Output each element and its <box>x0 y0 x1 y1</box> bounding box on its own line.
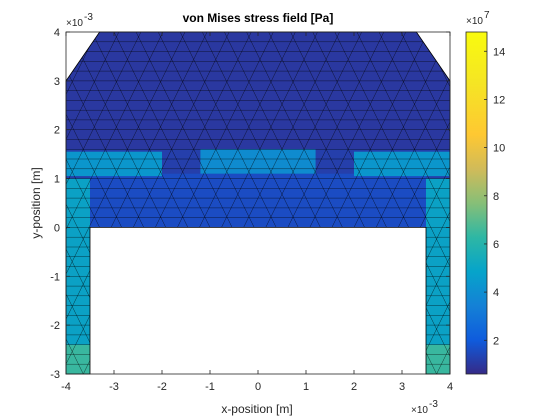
y-axis-scale-label: ×10 <box>66 18 83 29</box>
stress-region-right-shoulder-band <box>354 151 450 177</box>
stress-field <box>66 32 450 374</box>
x-tick-label: -1 <box>205 381 215 393</box>
y-axis-scale-exponent: -3 <box>84 12 93 23</box>
y-tick-label: 1 <box>54 174 60 186</box>
x-tick-label: -2 <box>157 381 167 393</box>
plot-area <box>66 32 450 374</box>
y-tick-label: -1 <box>50 271 60 283</box>
colorbar-tick-label: 4 <box>493 287 499 299</box>
y-axis-title: y-position [m] <box>29 167 43 238</box>
stress-region-left-shoulder-band <box>66 151 162 177</box>
colorbar-tick-label: 14 <box>493 46 505 58</box>
y-tick-label: 4 <box>54 27 60 39</box>
chart-title: von Mises stress field [Pa] <box>183 11 334 25</box>
x-tick-label: 4 <box>447 381 453 393</box>
stress-region-right-leg-base <box>426 344 450 374</box>
y-tick-label: 3 <box>54 76 60 88</box>
x-axis-scale-label: ×10 <box>411 405 428 416</box>
x-tick-label: 2 <box>351 381 357 393</box>
x-tick-label: -3 <box>109 381 119 393</box>
colorbar-tick-label: 10 <box>493 143 505 155</box>
colorbar-tick-label: 2 <box>493 335 499 347</box>
colorbar-scale-label: ×10 <box>466 16 483 27</box>
x-axis-scale-exponent: -3 <box>429 399 438 410</box>
colorbar-tick-label: 8 <box>493 191 499 203</box>
x-tick-label: -4 <box>61 381 71 393</box>
colorbar-fill <box>465 31 488 375</box>
colorbar-tick-label: 12 <box>493 94 505 106</box>
x-tick-label: 0 <box>255 381 261 393</box>
colorbar-tick-label: 6 <box>493 239 499 251</box>
y-tick-label: 2 <box>54 125 60 137</box>
colorbar: 2 4 6 8 10 12 14 <box>465 31 505 375</box>
colorbar-scale-exponent: 7 <box>484 10 490 21</box>
y-tick-label: -3 <box>50 369 60 381</box>
y-tick-label: 0 <box>54 222 60 234</box>
x-tick-label: 1 <box>303 381 309 393</box>
y-tick-label: -2 <box>50 320 60 332</box>
x-tick-label: 3 <box>399 381 405 393</box>
x-axis-title: x-position [m] <box>221 402 292 416</box>
stress-region-left-leg-base <box>66 344 90 374</box>
stress-region-lower-body <box>90 173 426 228</box>
